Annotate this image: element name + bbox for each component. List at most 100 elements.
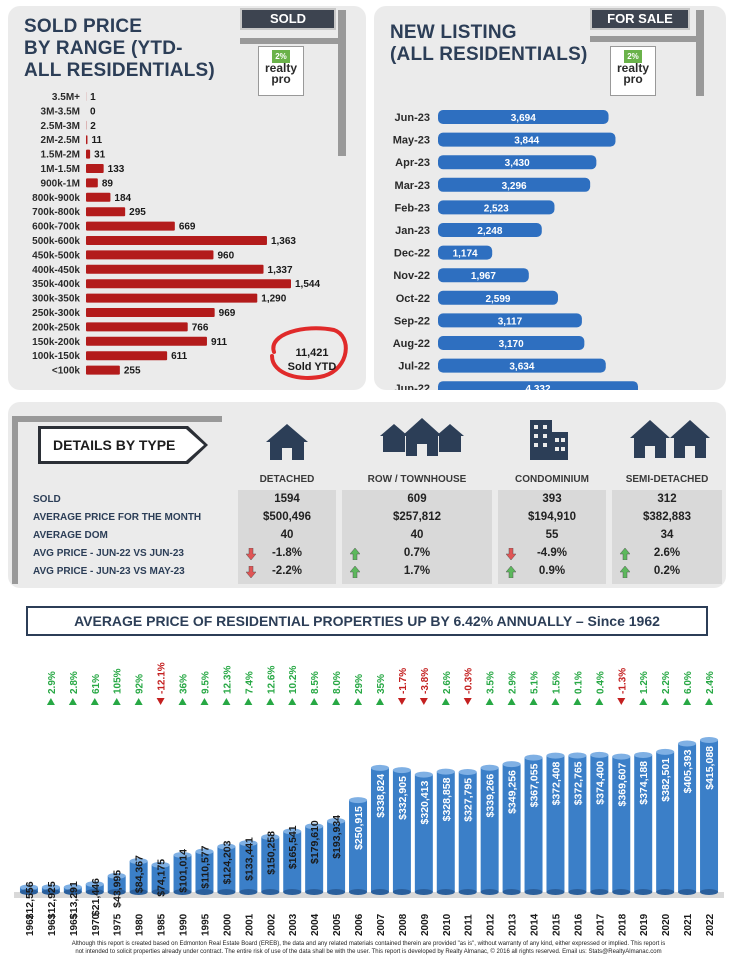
triangle-up-icon bbox=[683, 698, 692, 705]
sold-value-label: 669 bbox=[179, 222, 196, 233]
history-bar-cap bbox=[305, 823, 324, 830]
history-bar-base bbox=[568, 889, 587, 895]
sold-price-panel: SOLD PRICE BY RANGE (YTD- ALL RESIDENTIA… bbox=[8, 6, 366, 390]
history-bar bbox=[414, 774, 433, 892]
year-label: 2021 bbox=[683, 913, 694, 936]
sold-category-label: 800k-900k bbox=[32, 193, 80, 204]
sold-category-label: 2M-2.5M bbox=[41, 135, 80, 146]
price-label: $367,055 bbox=[529, 763, 541, 807]
history-bar bbox=[151, 864, 170, 892]
price-label: $338,824 bbox=[375, 774, 387, 818]
history-bar bbox=[436, 771, 455, 892]
average-price-history-chart: 1962$12,556 1963$12,925 2.9% 1965$13,291 2.8… bbox=[14, 662, 724, 936]
sold-bar bbox=[86, 322, 188, 332]
listing-value-label: 3,296 bbox=[502, 181, 527, 192]
sold-bar bbox=[86, 250, 214, 260]
listing-month-label: Feb-23 bbox=[395, 202, 430, 214]
triangle-up-icon bbox=[507, 698, 516, 705]
history-bar-base bbox=[414, 889, 433, 895]
new-listing-panel: NEW LISTING (ALL RESIDENTIALS) FOR SALE … bbox=[374, 6, 726, 390]
change-label: 5.1% bbox=[530, 671, 541, 694]
sold-category-label: 2.5M-3M bbox=[41, 121, 80, 132]
price-label: $21,446 bbox=[90, 878, 102, 916]
sold-category-label: 450k-500k bbox=[32, 250, 80, 261]
listing-bar bbox=[438, 200, 555, 215]
triangle-up-icon bbox=[705, 698, 714, 705]
history-bar-cap bbox=[656, 748, 675, 755]
history-bar-base bbox=[195, 889, 214, 895]
history-bar-base bbox=[239, 889, 258, 895]
sold-bar bbox=[86, 293, 258, 303]
sign-arm bbox=[590, 36, 704, 42]
price-label: $179,610 bbox=[309, 820, 321, 864]
year-label: 2011 bbox=[464, 914, 475, 936]
details-cell: -1.8% bbox=[271, 547, 303, 559]
listing-month-label: Nov-22 bbox=[393, 270, 430, 282]
type-detached: DETACHED bbox=[259, 474, 315, 485]
history-bar-base bbox=[327, 889, 346, 895]
column-bg bbox=[612, 490, 722, 584]
history-bar-cap bbox=[63, 884, 82, 891]
triangle-up-icon bbox=[222, 698, 231, 705]
history-bar-base bbox=[612, 889, 631, 895]
sold-bar bbox=[86, 236, 267, 245]
price-label: $339,266 bbox=[485, 774, 497, 818]
sign-arm bbox=[12, 416, 222, 422]
history-bar-base bbox=[436, 889, 455, 895]
change-label: 3.5% bbox=[486, 671, 497, 694]
change-label: 0.4% bbox=[595, 671, 606, 694]
price-label: $332,905 bbox=[397, 776, 409, 820]
history-bar-base bbox=[85, 889, 104, 895]
history-bar-base bbox=[349, 889, 368, 895]
sign-post bbox=[696, 10, 704, 96]
history-bar-cap bbox=[700, 737, 719, 743]
listing-bar bbox=[438, 223, 542, 237]
sold-range-chart: 3.5M+ 1 3M-3.5M 0 2.5M-3M 2 2M-2.5M 11 1.5M-2M 31… bbox=[32, 92, 320, 377]
history-bar-base bbox=[173, 889, 192, 895]
history-bar bbox=[392, 770, 411, 892]
change-label: 105% bbox=[113, 668, 124, 694]
history-bar-base bbox=[107, 889, 126, 895]
history-bar-cap bbox=[261, 833, 280, 840]
column-bg bbox=[238, 490, 336, 584]
price-label: $12,556 bbox=[24, 881, 36, 919]
year-label: 2004 bbox=[310, 913, 321, 936]
history-bar-base bbox=[63, 889, 82, 895]
change-label: -3.8% bbox=[420, 668, 431, 694]
change-label: 12.3% bbox=[222, 666, 233, 694]
arrow-up-icon bbox=[620, 566, 630, 578]
sold-value-label: 89 bbox=[102, 178, 114, 189]
details-cell: 312 bbox=[657, 493, 677, 505]
sold-bar bbox=[86, 135, 88, 145]
arrow-down-icon bbox=[246, 548, 256, 560]
history-bar-cap bbox=[107, 872, 126, 879]
price-label: $328,858 bbox=[441, 777, 453, 821]
change-label: 29% bbox=[354, 674, 365, 694]
history-bar-base bbox=[656, 889, 675, 895]
listing-value-label: 4,332 bbox=[525, 384, 550, 390]
type-semi-detached: SEMI-DETACHED bbox=[625, 474, 709, 485]
price-label: $12,925 bbox=[46, 881, 58, 919]
realty-pro-logo: 2% realty pro bbox=[610, 46, 656, 96]
history-bar-cap bbox=[634, 751, 653, 758]
sold-value-label: 1,363 bbox=[271, 236, 296, 247]
triangle-up-icon bbox=[529, 698, 538, 705]
price-label: $320,413 bbox=[419, 781, 431, 825]
triangle-up-icon bbox=[573, 698, 582, 705]
chart-floor bbox=[14, 892, 724, 898]
listing-value-label: 2,523 bbox=[484, 203, 509, 214]
history-bar bbox=[524, 757, 543, 892]
sold-value-label: 1,290 bbox=[261, 294, 286, 305]
row-label-avg-price: AVERAGE PRICE FOR THE MONTH bbox=[33, 512, 202, 523]
details-cell: 1.7% bbox=[403, 565, 431, 577]
sold-total-circle bbox=[270, 326, 348, 380]
listing-bar bbox=[438, 268, 529, 283]
listing-value-label: 1,967 bbox=[471, 271, 496, 282]
listing-panel-title: NEW LISTING (ALL RESIDENTIALS) bbox=[390, 22, 587, 66]
sold-total: 11,421 Sold YTD bbox=[284, 346, 340, 374]
price-label: $74,175 bbox=[156, 859, 168, 897]
history-bar-base bbox=[502, 889, 521, 895]
history-bar-base bbox=[678, 889, 697, 895]
sold-bar bbox=[86, 221, 175, 231]
change-label: 1.2% bbox=[639, 671, 650, 694]
